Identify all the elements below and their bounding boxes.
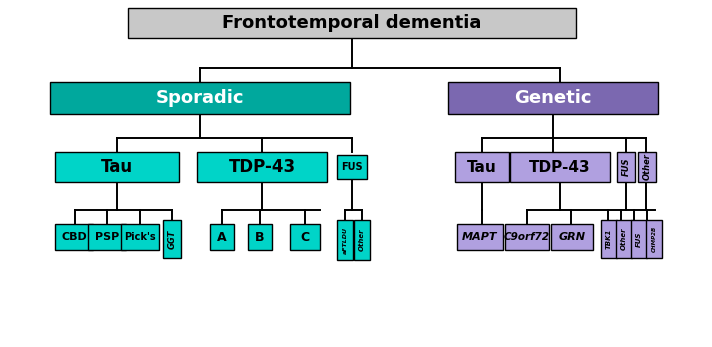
Text: GGT: GGT: [167, 229, 177, 249]
Text: B: B: [255, 230, 265, 244]
FancyBboxPatch shape: [55, 152, 179, 182]
Text: Tau: Tau: [101, 158, 133, 176]
FancyBboxPatch shape: [505, 224, 549, 250]
Text: TDP-43: TDP-43: [529, 160, 591, 175]
Text: Sporadic: Sporadic: [156, 89, 244, 107]
FancyBboxPatch shape: [551, 224, 593, 250]
Text: aFTLDU: aFTLDU: [342, 227, 347, 254]
FancyBboxPatch shape: [128, 8, 576, 38]
Text: TDP-43: TDP-43: [229, 158, 295, 176]
Text: PSP: PSP: [95, 232, 119, 242]
FancyBboxPatch shape: [163, 220, 181, 258]
Text: MAPT: MAPT: [462, 232, 498, 242]
Text: C9orf72: C9orf72: [504, 232, 550, 242]
Text: Other: Other: [359, 229, 365, 251]
FancyBboxPatch shape: [354, 220, 370, 260]
Text: CHMP2B: CHMP2B: [651, 226, 656, 252]
FancyBboxPatch shape: [638, 152, 656, 182]
FancyBboxPatch shape: [55, 224, 93, 250]
Text: C: C: [300, 230, 310, 244]
FancyBboxPatch shape: [248, 224, 272, 250]
Text: Other: Other: [621, 228, 627, 250]
Text: Tau: Tau: [467, 160, 497, 175]
FancyBboxPatch shape: [88, 224, 126, 250]
FancyBboxPatch shape: [631, 220, 647, 258]
Text: FUS: FUS: [622, 158, 631, 176]
FancyBboxPatch shape: [50, 82, 350, 114]
FancyBboxPatch shape: [455, 152, 509, 182]
FancyBboxPatch shape: [601, 220, 617, 258]
Text: GRN: GRN: [558, 232, 585, 242]
FancyBboxPatch shape: [210, 224, 234, 250]
FancyBboxPatch shape: [617, 152, 635, 182]
Text: FUS: FUS: [636, 231, 642, 247]
Text: Genetic: Genetic: [514, 89, 592, 107]
FancyBboxPatch shape: [121, 224, 159, 250]
Text: TBK1: TBK1: [606, 229, 612, 249]
FancyBboxPatch shape: [290, 224, 320, 250]
FancyBboxPatch shape: [646, 220, 662, 258]
FancyBboxPatch shape: [337, 155, 367, 179]
Text: Other: Other: [642, 154, 651, 180]
Text: FUS: FUS: [341, 162, 363, 172]
FancyBboxPatch shape: [337, 220, 353, 260]
FancyBboxPatch shape: [616, 220, 632, 258]
Text: CBD: CBD: [61, 232, 87, 242]
FancyBboxPatch shape: [457, 224, 503, 250]
FancyBboxPatch shape: [510, 152, 610, 182]
FancyBboxPatch shape: [448, 82, 658, 114]
Text: Frontotemporal dementia: Frontotemporal dementia: [222, 14, 482, 32]
Text: A: A: [217, 230, 227, 244]
FancyBboxPatch shape: [197, 152, 327, 182]
Text: Pick's: Pick's: [124, 232, 156, 242]
